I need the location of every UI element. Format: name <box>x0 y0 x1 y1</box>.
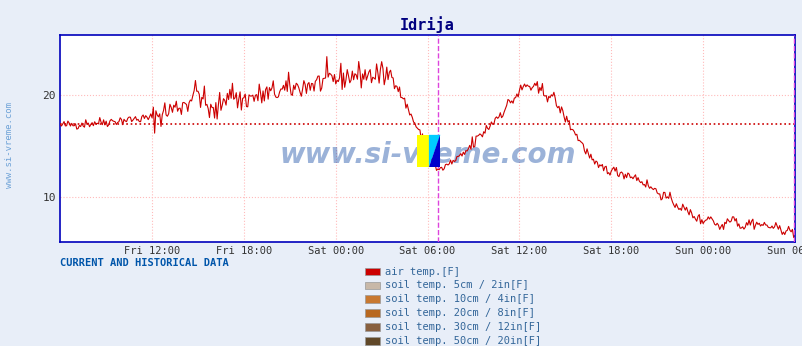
Text: CURRENT AND HISTORICAL DATA: CURRENT AND HISTORICAL DATA <box>60 258 229 268</box>
Text: soil temp. 50cm / 20in[F]: soil temp. 50cm / 20in[F] <box>385 336 541 346</box>
Polygon shape <box>428 135 439 167</box>
Title: Idrija: Idrija <box>399 17 455 34</box>
Text: www.si-vreme.com: www.si-vreme.com <box>279 141 575 169</box>
Text: soil temp. 10cm / 4in[F]: soil temp. 10cm / 4in[F] <box>385 294 535 304</box>
Bar <box>417 135 428 167</box>
Text: www.si-vreme.com: www.si-vreme.com <box>5 102 14 188</box>
Polygon shape <box>428 135 439 167</box>
Text: soil temp. 5cm / 2in[F]: soil temp. 5cm / 2in[F] <box>385 281 529 290</box>
Text: soil temp. 20cm / 8in[F]: soil temp. 20cm / 8in[F] <box>385 308 535 318</box>
Text: soil temp. 30cm / 12in[F]: soil temp. 30cm / 12in[F] <box>385 322 541 332</box>
Text: air temp.[F]: air temp.[F] <box>385 267 460 276</box>
